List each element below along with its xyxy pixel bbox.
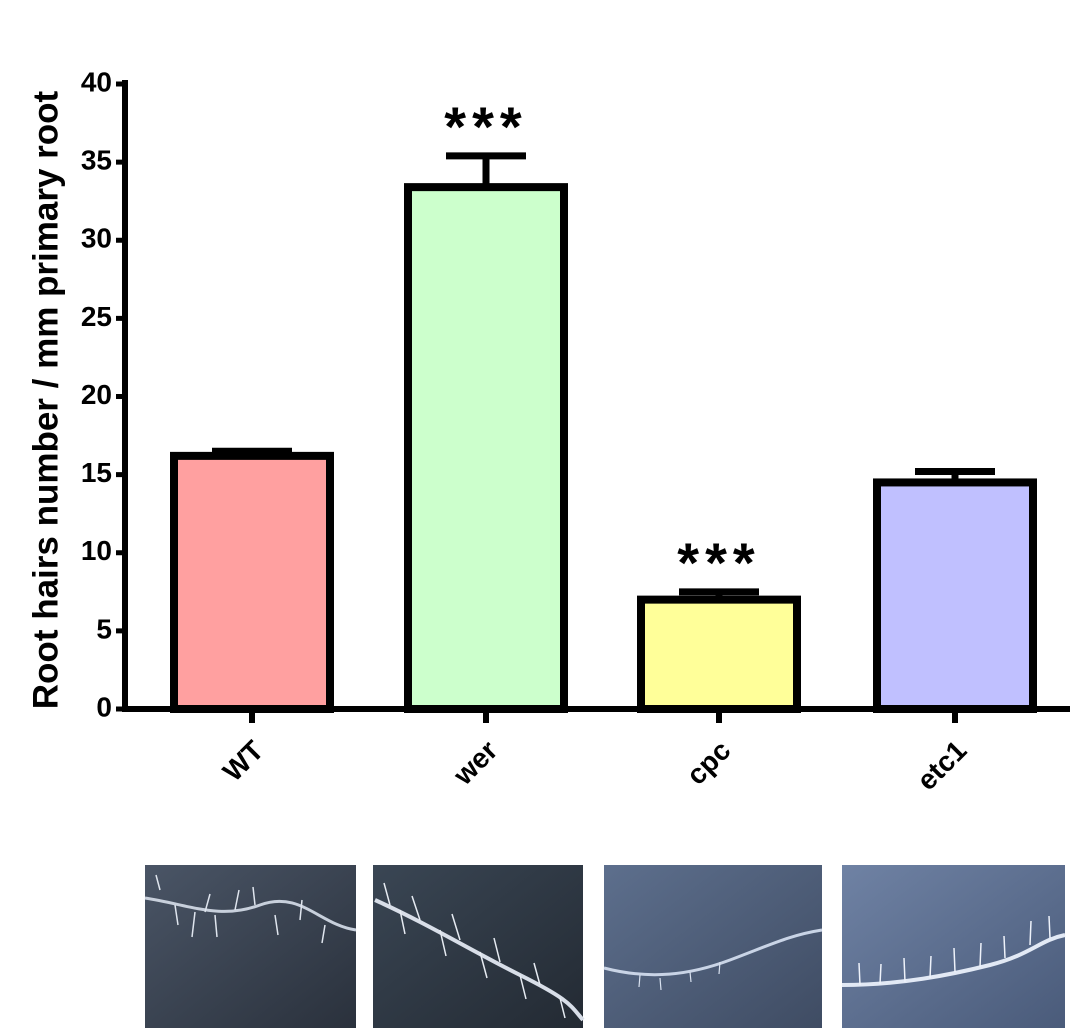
y-tick-label: 15	[81, 457, 112, 488]
bar	[877, 482, 1033, 709]
photo-wt	[145, 865, 356, 1028]
photo-wer	[373, 865, 583, 1028]
y-tick-label: 20	[81, 379, 112, 410]
significance-label: ***	[677, 531, 760, 594]
x-tick-label: wer	[447, 734, 504, 791]
photo-cpc	[604, 865, 822, 1028]
root-photos	[145, 865, 1065, 1028]
y-tick-label: 35	[81, 145, 112, 176]
y-tick-label: 0	[96, 691, 112, 722]
significance-label: ***	[444, 95, 527, 158]
photo-etc1	[842, 865, 1065, 1028]
y-tick-label: 40	[81, 66, 112, 97]
y-axis-label: Root hairs number / mm primary root	[26, 90, 65, 709]
x-tick-label: WT	[217, 735, 270, 788]
y-tick-label: 30	[81, 223, 112, 254]
bar	[174, 456, 330, 709]
x-tick-label: cpc	[680, 735, 736, 791]
y-tick-label: 10	[81, 535, 112, 566]
bar	[408, 187, 564, 709]
x-tick-label: etc1	[911, 735, 973, 797]
chart: Root hairs number / mm primary root 0 5 10…	[0, 0, 1070, 1028]
y-tick-label: 25	[81, 301, 112, 332]
y-tick-label: 5	[96, 613, 112, 644]
bar	[641, 600, 797, 709]
